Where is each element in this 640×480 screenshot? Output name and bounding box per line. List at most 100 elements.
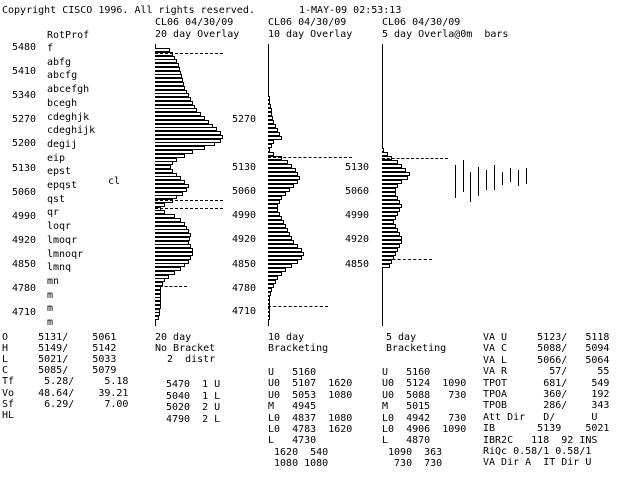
histogram-bar	[268, 156, 282, 160]
histogram-bar	[155, 180, 185, 184]
price-label: 4780	[12, 283, 37, 294]
histogram-bar	[382, 244, 400, 248]
histogram-bar	[268, 272, 282, 276]
histogram-bar	[155, 169, 173, 173]
tpo-row: eip	[47, 152, 66, 164]
tpo-row: lmnoqr	[47, 248, 84, 260]
close-marker: cl	[108, 176, 121, 187]
stat-line: L0 4906 1090	[382, 424, 467, 435]
histogram-bar	[155, 127, 217, 131]
stat-line: U 5160	[382, 367, 431, 378]
price-label: 4710	[232, 306, 257, 317]
panel4-ref-line-top	[382, 158, 448, 159]
histogram-bar	[155, 176, 181, 180]
stat-line: HL	[2, 409, 15, 421]
footer-line: 10 day	[268, 332, 305, 343]
price-label: 5060	[345, 186, 370, 197]
stat-line: 4790 2 L	[166, 413, 221, 425]
price-label: 5060	[232, 186, 257, 197]
price-label: 4850	[232, 259, 257, 270]
histogram-bar	[382, 164, 402, 168]
histogram-bar	[268, 140, 274, 144]
histogram-bar	[268, 160, 288, 164]
histogram-bar	[268, 276, 278, 280]
tpo-row: abcfg	[47, 70, 78, 82]
stat-line: U0 5124 1090	[382, 378, 467, 390]
stat-line: VA R 57/ 55	[483, 366, 610, 378]
tpo-row: abfg	[47, 56, 72, 68]
histogram-bar	[268, 196, 282, 200]
copyright-text: Copyright CISCO 1996. All rights reserve…	[2, 5, 255, 16]
histogram-bar	[155, 222, 185, 226]
range-bar	[510, 168, 511, 182]
stat-line: 5020 2 U	[166, 402, 221, 413]
histogram-bar	[268, 108, 272, 112]
footer-line: 5 day	[386, 332, 417, 343]
histogram-bar	[155, 195, 177, 199]
price-label: 5270	[12, 114, 37, 126]
histogram-bar	[382, 240, 402, 244]
stat-line: TPOT 681/ 549	[483, 377, 610, 389]
stat-line: H 5149/ 5142	[2, 343, 117, 355]
panel3-ref-line-bottom	[268, 306, 328, 307]
footer-line: Bracketing	[268, 343, 329, 354]
stat-line: Sf 6.29/ 7.00	[2, 398, 129, 410]
histogram-bar	[155, 101, 193, 105]
panel2-ref-line-top	[155, 53, 223, 54]
histogram-bar	[382, 168, 406, 172]
price-label: 4780	[232, 283, 257, 294]
tpo-row: epst	[47, 166, 72, 178]
histogram-bar	[155, 316, 159, 320]
histogram-bar	[268, 136, 282, 140]
stat-line: Vo 48.64/ 39.21	[2, 387, 129, 399]
histogram-bar	[382, 176, 408, 180]
histogram-bar	[268, 236, 292, 240]
histogram-bar	[268, 104, 271, 108]
stat-line: 1080 1080	[268, 458, 329, 470]
histogram-bar	[268, 100, 270, 104]
stat-line: TPOB 286/ 343	[483, 400, 610, 412]
histogram-bar	[155, 150, 193, 154]
range-bar	[486, 170, 487, 190]
footer-line: No Bracket	[155, 343, 216, 354]
tpo-row: mn	[47, 275, 60, 287]
histogram-bar	[268, 208, 278, 212]
histogram-bar	[155, 112, 201, 116]
stat-line: IB 5139 5021	[483, 423, 610, 435]
price-label: 4920	[12, 234, 37, 246]
price-label: 5130	[232, 162, 257, 173]
tpo-row: lmoqr	[47, 234, 78, 246]
tpo-row: cdeghijk	[47, 125, 96, 137]
histogram-bar	[155, 199, 173, 203]
histogram-bar	[155, 256, 191, 260]
histogram-bar	[382, 172, 410, 176]
histogram-bar	[268, 280, 276, 284]
panel4-subtitle: 5 day Overla@0m bars	[382, 29, 509, 40]
price-label: 5340	[12, 90, 37, 102]
stat-line: C 5085/ 5079	[2, 365, 117, 377]
histogram-bar	[268, 188, 290, 192]
histogram-bar	[382, 200, 400, 204]
histogram-bar	[382, 152, 388, 156]
price-label: 5200	[12, 138, 37, 150]
histogram-bar	[382, 232, 400, 236]
rotprof-title: RotProf	[47, 30, 90, 41]
tpo-row: lmnq	[47, 262, 72, 274]
histogram-bar	[268, 316, 270, 320]
panel3-title: CL06 04/30/09	[268, 17, 347, 28]
histogram-bar	[155, 218, 181, 222]
stat-line: U0 5088 730	[382, 389, 467, 401]
histogram-bar	[268, 168, 296, 172]
range-bar	[494, 165, 495, 190]
price-label: 4990	[232, 210, 257, 221]
histogram-bar	[155, 67, 180, 71]
histogram-bar	[155, 142, 215, 146]
histogram-bar	[155, 188, 187, 192]
histogram-bar	[155, 93, 189, 97]
histogram-bar	[268, 164, 292, 168]
histogram-bar	[382, 188, 396, 192]
histogram-bar	[268, 124, 276, 128]
histogram-bar	[155, 203, 165, 207]
histogram-bar	[382, 212, 398, 216]
